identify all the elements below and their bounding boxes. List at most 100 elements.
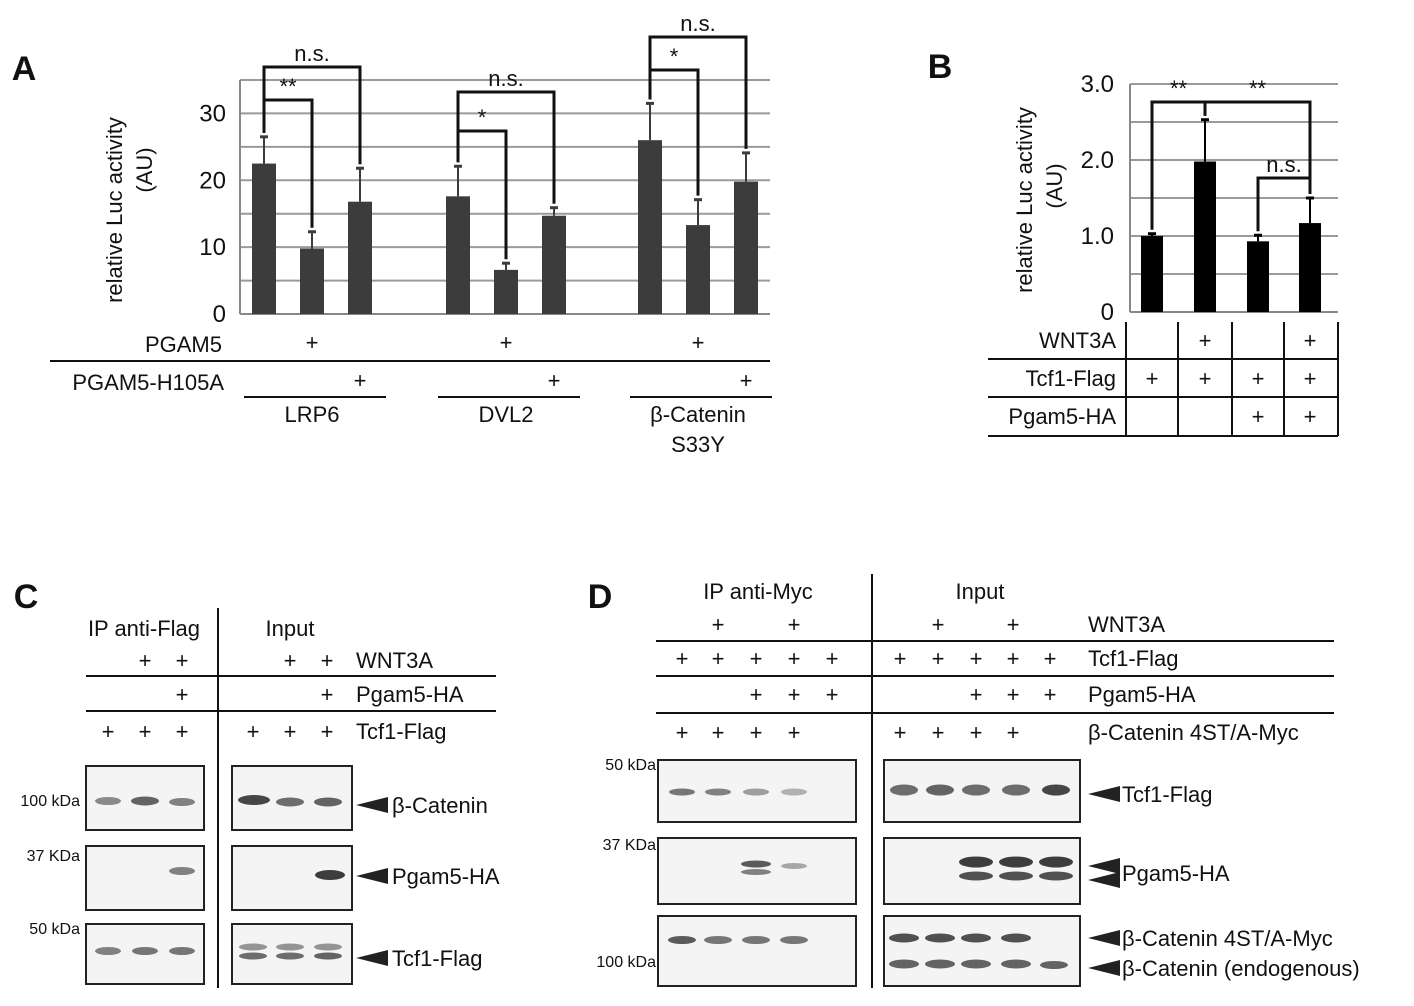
chart-a-plus-pgam5: + (692, 330, 705, 355)
chart-b-y-tick-label: 2.0 (1081, 147, 1114, 174)
chart-a-y-tick-label: 30 (199, 100, 226, 127)
blot-d-row-label: Pgam5-HA (1088, 682, 1196, 707)
chart-a-plus-h105a: + (548, 368, 561, 393)
chart-a-plus-pgam5: + (306, 330, 319, 355)
chart-a-significance-bracket (262, 65, 362, 165)
blot-band (959, 871, 993, 881)
chart-b-significance-label: ** (1249, 76, 1267, 101)
chart-b-y-tick-label: 1.0 (1081, 223, 1114, 250)
chart-b-bar (1299, 223, 1321, 312)
blot-band (961, 959, 991, 969)
blot-band (132, 947, 158, 955)
chart-b-table-cell: + (1146, 366, 1159, 391)
blot-band (276, 943, 304, 951)
chart-b-table-row-label: Pgam5-HA (1008, 404, 1116, 429)
blot-d-plus: + (826, 682, 839, 707)
chart-a-group-label: LRP6 (284, 402, 339, 427)
chart-b-significance-label: ** (1170, 76, 1188, 101)
blot-c-marker: 50 kDa (29, 921, 80, 938)
chart-a-significance-label: n.s. (680, 11, 715, 36)
chart-a-plus-pgam5: + (500, 330, 513, 355)
blot-band (741, 869, 771, 875)
blot-d-plus: + (712, 646, 725, 671)
blot-c-row-label: Pgam5-HA (356, 682, 464, 707)
blot-d-row-label: β-Catenin 4ST/A-Myc (1088, 720, 1299, 745)
panel-letter-a: A (12, 50, 37, 88)
blot-d-marker: 100 kDa (596, 954, 656, 971)
blot-c-arrow (356, 950, 388, 966)
panel-letter-d: D (588, 578, 613, 616)
blot-d-band-label: β-Catenin 4ST/A-Myc (1122, 926, 1333, 951)
blot-c-row-label: WNT3A (356, 648, 433, 673)
blot-c-plus: + (102, 719, 115, 744)
chart-b-table-cell: + (1199, 328, 1212, 353)
blot-band (741, 860, 771, 868)
blot-band (668, 936, 696, 944)
blot-c-section-input: Input (266, 616, 315, 641)
blot-d-plus: + (826, 646, 839, 671)
blot-c-plus: + (321, 719, 334, 744)
blot-band (704, 936, 732, 944)
blot-d-arrow (1088, 930, 1120, 946)
blot-band (926, 784, 954, 796)
blot-band (780, 936, 808, 944)
blot-d-marker: 50 kDa (605, 757, 656, 774)
chart-a-y-tick-label: 20 (199, 167, 226, 194)
blot-d-marker: 37 KDa (603, 837, 656, 854)
blot-c-band-label: Pgam5-HA (392, 864, 500, 889)
blot-d-plus: + (932, 612, 945, 637)
chart-a-bar (252, 163, 276, 314)
chart-a-group-label-2: S33Y (671, 432, 725, 457)
chart-b-y-label-unit: (AU) (1042, 163, 1067, 208)
blot-d-section-ip: IP anti-Myc (703, 579, 813, 604)
blot-d-plus: + (788, 612, 801, 637)
blot-d-plus: + (788, 720, 801, 745)
blot-d-plus: + (1044, 646, 1057, 671)
blot-c-plus: + (176, 682, 189, 707)
chart-b-bar (1194, 161, 1216, 312)
blot-d-row-label: Tcf1-Flag (1088, 646, 1178, 671)
blot-d-plus: + (1007, 682, 1020, 707)
blot-d-plus: + (750, 646, 763, 671)
blot-d-plus: + (1044, 682, 1057, 707)
blot-band (999, 871, 1033, 881)
chart-b-y-tick-label: 0 (1101, 299, 1114, 326)
blot-band (95, 797, 121, 805)
chart-b-table-cell: + (1252, 366, 1265, 391)
blot-band (1042, 784, 1070, 796)
chart-a-bar (638, 140, 662, 314)
blot-c-plus: + (176, 648, 189, 673)
chart-a-row-label-h105a: PGAM5-H105A (72, 370, 224, 395)
blot-band (276, 952, 304, 960)
blot-d-plus: + (970, 720, 983, 745)
chart-b-significance-label: n.s. (1266, 152, 1301, 177)
blot-d-band-label: Pgam5-HA (1122, 861, 1230, 886)
chart-a-group-label: β-Catenin (650, 402, 746, 427)
chart-a-row-label-pgam5: PGAM5 (145, 332, 222, 357)
chart-a-significance-label: ** (279, 74, 297, 99)
blot-band (743, 788, 769, 796)
blot-d-row-label: WNT3A (1088, 612, 1165, 637)
blot-c-plus: + (321, 682, 334, 707)
chart-a-y-tick-label: 10 (199, 234, 226, 261)
blot-band (669, 788, 695, 796)
blot-band (959, 856, 993, 868)
blot-d-input-panel (883, 837, 1081, 905)
blot-d-plus: + (788, 682, 801, 707)
blot-band (1002, 784, 1030, 796)
blot-band (1039, 856, 1073, 868)
chart-a-bar (542, 215, 566, 314)
chart-b-bar (1247, 241, 1269, 312)
blot-d-plus: + (712, 720, 725, 745)
blot-band (781, 788, 807, 796)
chart-a-plus-h105a: + (740, 368, 753, 393)
chart-a-bar (494, 269, 518, 314)
blot-band (1039, 871, 1073, 881)
blot-d-arrow (1088, 872, 1120, 888)
blot-band (781, 863, 807, 869)
blot-c-plus: + (321, 648, 334, 673)
blot-c-row-label: Tcf1-Flag (356, 719, 446, 744)
blot-band (169, 947, 195, 955)
blot-d-plus: + (788, 646, 801, 671)
blot-d-arrow (1088, 858, 1120, 874)
